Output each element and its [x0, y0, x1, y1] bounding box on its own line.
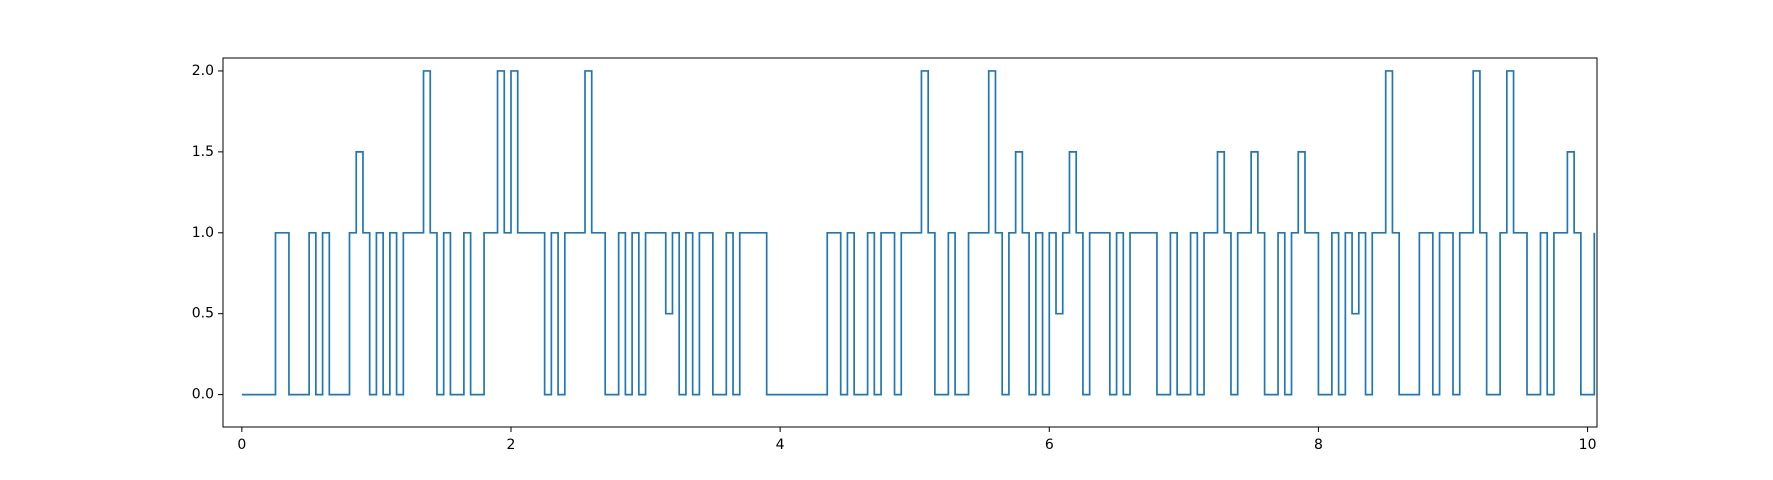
x-tick-label: 2 [507, 437, 516, 453]
y-tick-label: 1.5 [192, 144, 214, 160]
x-tick-label: 8 [1314, 437, 1323, 453]
x-tick-label: 0 [237, 437, 246, 453]
x-tick-label: 10 [1579, 437, 1597, 453]
y-tick-label: 2.0 [192, 63, 214, 79]
plot-frame [222, 57, 1598, 428]
x-tick-label: 4 [776, 437, 785, 453]
y-tick-label: 1.0 [192, 225, 214, 241]
y-tick-label: 0.0 [192, 387, 214, 403]
y-tick-label: 0.5 [192, 306, 214, 322]
x-tick-label: 6 [1045, 437, 1054, 453]
data-line [241, 70, 1596, 396]
